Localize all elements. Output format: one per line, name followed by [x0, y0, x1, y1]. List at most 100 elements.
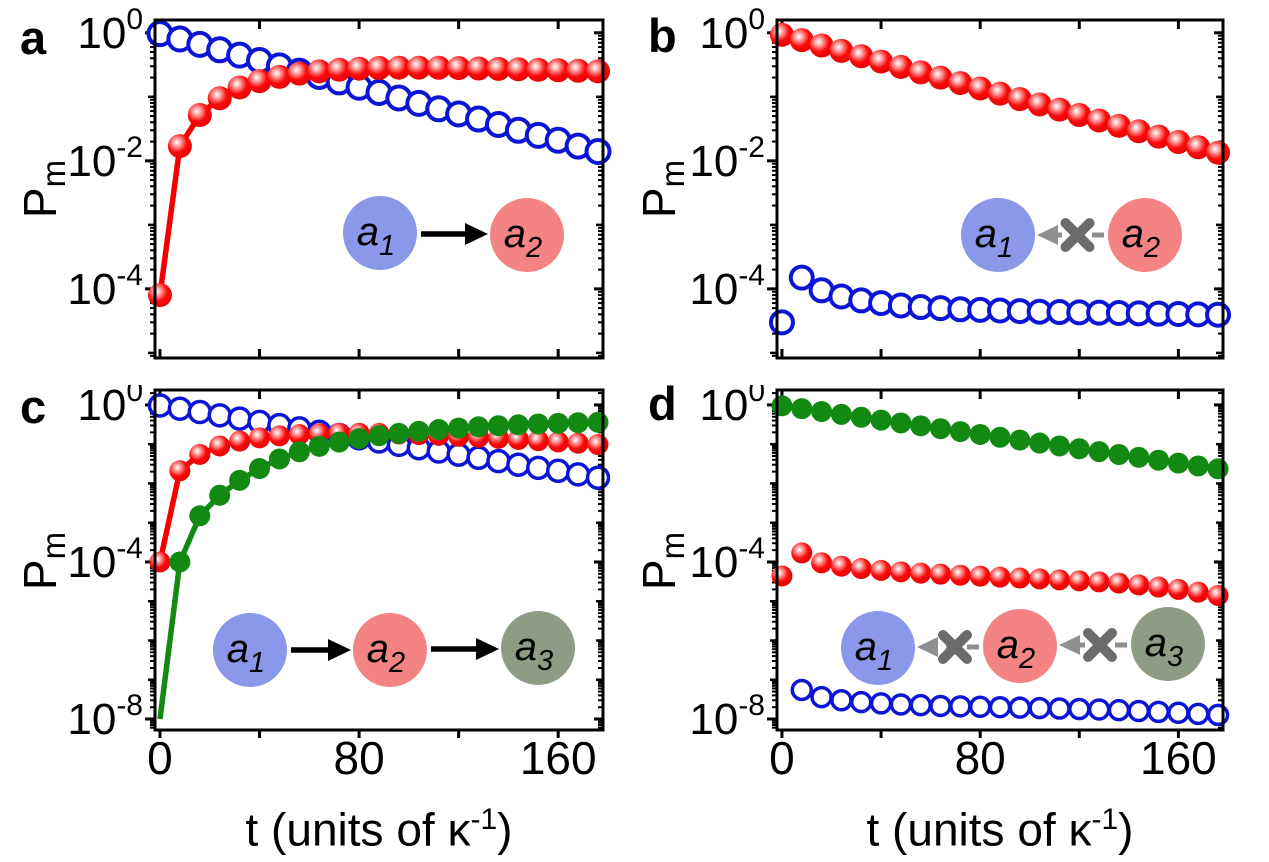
data-point-sphere: [1029, 568, 1051, 590]
data-point-open: [1087, 698, 1111, 721]
inset-node-label: a1: [855, 625, 893, 677]
axis-frame: [153, 18, 605, 360]
data-point-sphere: [1088, 571, 1110, 593]
data-point-sphere: [1047, 97, 1072, 122]
data-point-sphere: [249, 427, 271, 449]
inset-node-label: a2: [504, 212, 542, 264]
y-tick-label: 100: [77, 3, 143, 58]
data-point-filled: [1128, 446, 1150, 468]
axis-ticks: 100 10-2 10-4: [67, 3, 603, 358]
data-point-open: [790, 678, 814, 702]
panel-a-plot: a1 a2 100 10-2 10-4: [67, 3, 612, 360]
blocked-x-icon: [938, 630, 972, 664]
data-point-sphere: [268, 425, 290, 447]
inset-node-a2: [353, 613, 427, 687]
data-point-filled: [169, 551, 191, 573]
y-tick-label: 10-8: [67, 689, 143, 744]
data-point-sphere: [969, 565, 991, 587]
series-a2-sphere: [771, 542, 1229, 606]
data-point-filled: [189, 505, 211, 527]
y-axis-title-sub: m: [653, 159, 691, 188]
data-point-sphere: [928, 65, 953, 90]
inset-node-label: a2: [1122, 212, 1160, 264]
axis-frame: [775, 18, 1225, 360]
data-point-open: [810, 685, 833, 709]
data-point-open: [486, 448, 511, 474]
arrowhead: [917, 637, 938, 657]
data-point-sphere: [1148, 576, 1170, 598]
axis-ticks: 0 80 160 100 10-4 10-8: [689, 385, 1223, 784]
y-tick-label: 10-4: [67, 532, 143, 587]
data-point-filled: [910, 415, 932, 437]
data-point-sphere: [1126, 119, 1151, 144]
data-point-sphere: [1186, 135, 1211, 160]
data-point-sphere: [888, 54, 913, 79]
data-point-open: [968, 695, 992, 719]
data-point-sphere: [267, 64, 292, 89]
data-point-sphere: [287, 61, 312, 86]
data-point-filled: [209, 484, 231, 506]
data-point-filled: [249, 458, 271, 480]
data-point-sphere: [187, 102, 212, 127]
data-point-sphere: [809, 33, 834, 58]
y-tick-label: 10-4: [689, 259, 765, 314]
inset-node-a2: [1108, 198, 1182, 272]
data-point-filled: [388, 422, 410, 444]
inset-node-a2: [490, 198, 564, 272]
data-point-sphere: [968, 76, 993, 101]
inset-node-a2: [983, 609, 1057, 683]
inset-node-label: a1: [357, 210, 395, 262]
data-point-sphere: [771, 565, 793, 587]
data-point-open: [1147, 700, 1170, 724]
panel-d-plot: a1 a2 a3 0 80 160 100 10-4 10-8: [689, 385, 1230, 784]
inset-node-a3: [1131, 607, 1205, 681]
y-axis-title-sub: m: [653, 531, 691, 560]
data-point-sphere: [507, 428, 529, 450]
series-a1-open-circle: [768, 264, 1232, 336]
data-point-sphere: [869, 49, 894, 74]
data-point-sphere: [1007, 87, 1032, 112]
data-point-filled: [308, 435, 330, 457]
inset-diagram: a1 a2 a3: [213, 611, 575, 687]
inset-diagram: a1 a2 a3: [841, 607, 1205, 685]
panel-b-plot: a1 a2 100 10-2 10-4: [689, 3, 1232, 360]
x-axis-title-text: ): [1118, 803, 1134, 856]
data-point-filled: [1167, 452, 1189, 474]
data-point-sphere: [849, 44, 874, 69]
data-point-sphere: [527, 430, 549, 452]
arrowhead: [1037, 225, 1058, 245]
data-point-sphere: [247, 69, 272, 94]
kappa-symbol: κ: [447, 803, 471, 856]
y-tick-label: 100: [77, 385, 143, 430]
x-tick-label: 80: [955, 732, 1006, 784]
data-point-sphere: [406, 55, 431, 80]
data-point-open: [889, 693, 913, 716]
data-point-sphere: [1027, 92, 1052, 117]
data-point-sphere: [189, 443, 211, 465]
data-point-filled: [1029, 432, 1051, 454]
data-point-open: [1048, 697, 1071, 720]
y-axis-title-sub: m: [34, 159, 72, 188]
x-axis-title-d: t (units of κ-1): [777, 802, 1223, 858]
data-point-open: [147, 393, 173, 418]
data-point-open: [446, 442, 471, 467]
data-point-sphere: [870, 559, 892, 581]
data-point-sphere: [1067, 102, 1092, 127]
inset-node-label: a3: [515, 625, 553, 677]
data-point-sphere: [1068, 570, 1090, 592]
data-point-sphere: [567, 432, 589, 454]
data-point-open: [227, 406, 252, 431]
data-point-open: [584, 137, 612, 165]
data-point-sphere: [486, 56, 511, 81]
arrowhead: [328, 639, 351, 661]
data-point-sphere: [506, 57, 531, 82]
data-point-sphere: [830, 555, 852, 577]
y-axis-title-base: P: [633, 559, 685, 591]
data-point-filled: [448, 417, 470, 439]
data-point-open: [949, 695, 972, 718]
x-axis-title-text: t (units of: [866, 803, 1069, 856]
inset-node-a1: [343, 196, 417, 270]
data-point-sphere: [207, 86, 232, 111]
